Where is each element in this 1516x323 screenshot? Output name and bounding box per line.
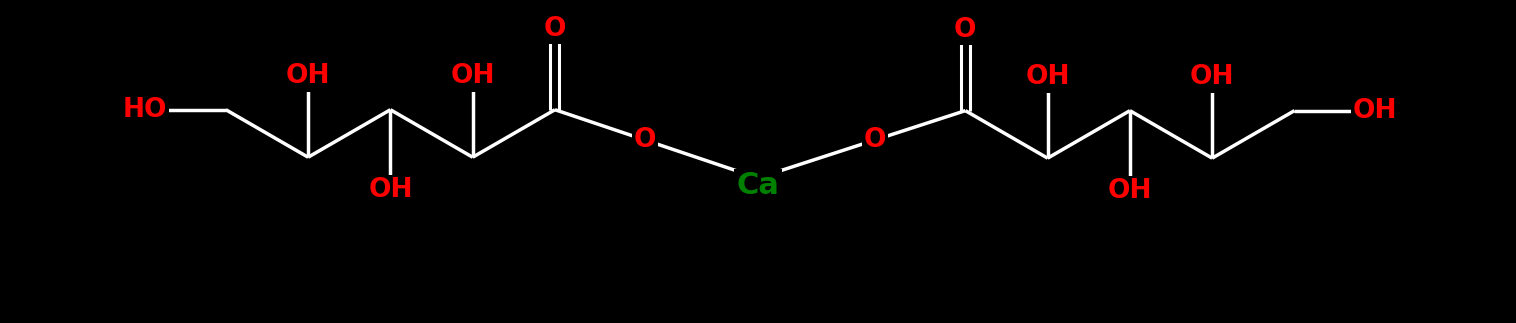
Text: OH: OH bbox=[1352, 98, 1398, 124]
Text: O: O bbox=[954, 17, 976, 43]
Text: HO: HO bbox=[123, 97, 167, 123]
Text: OH: OH bbox=[1190, 64, 1234, 90]
Text: O: O bbox=[864, 127, 887, 153]
Text: O: O bbox=[634, 127, 656, 153]
Text: Ca: Ca bbox=[737, 172, 779, 201]
Text: OH: OH bbox=[1108, 178, 1152, 204]
Text: OH: OH bbox=[287, 63, 330, 89]
Text: O: O bbox=[544, 16, 565, 42]
Text: OH: OH bbox=[1025, 64, 1070, 90]
Text: OH: OH bbox=[368, 177, 412, 203]
Text: OH: OH bbox=[450, 63, 494, 89]
